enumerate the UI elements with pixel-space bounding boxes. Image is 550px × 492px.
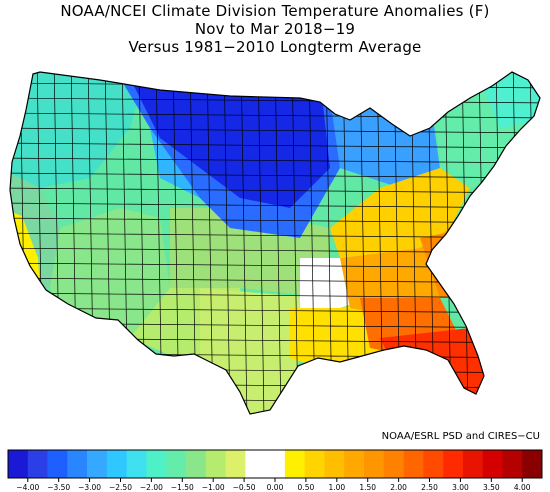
color-scale-tick-label: 2.50 [421,483,438,492]
division-boundary-lines [10,72,540,414]
color-scale-swatch [284,450,305,478]
color-scale-swatches [8,450,543,478]
color-scale-ticks: −4.00 −3.50 −3.00 −2.50 −2.00 −1.50 −1.00 −0.50… [16,478,531,492]
climate-division-boundaries [10,72,540,414]
color-scale-swatch [106,450,127,478]
color-scale-tick-label: 0.50 [298,483,315,492]
color-scale-tick-label: −2.00 [140,483,163,492]
color-scale-swatch [324,450,345,478]
color-scale-swatch [304,450,325,478]
data-credit: NOAA/ESRL PSD and CIRES−CU [381,431,540,442]
color-scale-swatch [205,450,226,478]
color-scale-swatch [225,450,246,478]
region-northeast [430,72,540,188]
anomaly-fill [10,72,540,414]
color-scale-tick-label: 0.00 [267,483,284,492]
us-anomaly-map [9,71,541,415]
color-scale-tick-label: −1.50 [171,483,194,492]
color-scale-tick-label: 2.00 [390,483,407,492]
map-subtitle-period: Nov to Mar 2018−19 [194,20,356,38]
color-scale-swatch [423,450,444,478]
color-scale-swatch [502,450,523,478]
color-scale-swatch [462,450,483,478]
color-scale-tick-label: −0.50 [233,483,256,492]
color-scale-swatch [403,450,424,478]
region-great-basin [50,208,170,338]
color-scale-swatch [87,450,108,478]
color-scale-tick-label: 3.00 [452,483,469,492]
map-subtitle-baseline: Versus 1981−2010 Longterm Average [128,38,422,56]
color-scale-swatch [47,450,68,478]
us-border-outline [9,71,541,415]
color-scale-swatch [27,450,48,478]
color-scale-swatch [344,450,365,478]
color-scale-swatch [146,450,167,478]
color-scale-swatch [245,450,266,478]
color-scale-tick-label: −2.50 [109,483,132,492]
color-scale-tick-label: 3.50 [483,483,500,492]
color-scale-swatch [186,450,207,478]
color-scale-tick-label: −3.00 [78,483,101,492]
color-scale-tick-label: −1.00 [202,483,225,492]
map-title: NOAA/NCEI Climate Division Temperature A… [60,2,490,20]
color-scale-swatch [8,450,29,478]
color-scale-legend: −4.00 −3.50 −3.00 −2.50 −2.00 −1.50 −1.00 −0.50… [7,449,543,492]
color-scale-swatch [443,450,464,478]
color-scale-swatch [67,450,88,478]
color-scale-tick-label: −4.00 [16,483,39,492]
color-scale-swatch [364,450,385,478]
color-scale-tick-label: 1.50 [359,483,376,492]
color-scale-swatch [522,450,543,478]
color-scale-tick-label: −3.50 [47,483,70,492]
color-scale-swatch [383,450,404,478]
color-scale-swatch [482,450,503,478]
color-scale-tick-label: 4.00 [514,483,531,492]
color-scale-swatch [166,450,187,478]
color-scale-swatch [265,450,286,478]
color-scale-tick-label: 1.00 [328,483,345,492]
color-scale-swatch [126,450,147,478]
